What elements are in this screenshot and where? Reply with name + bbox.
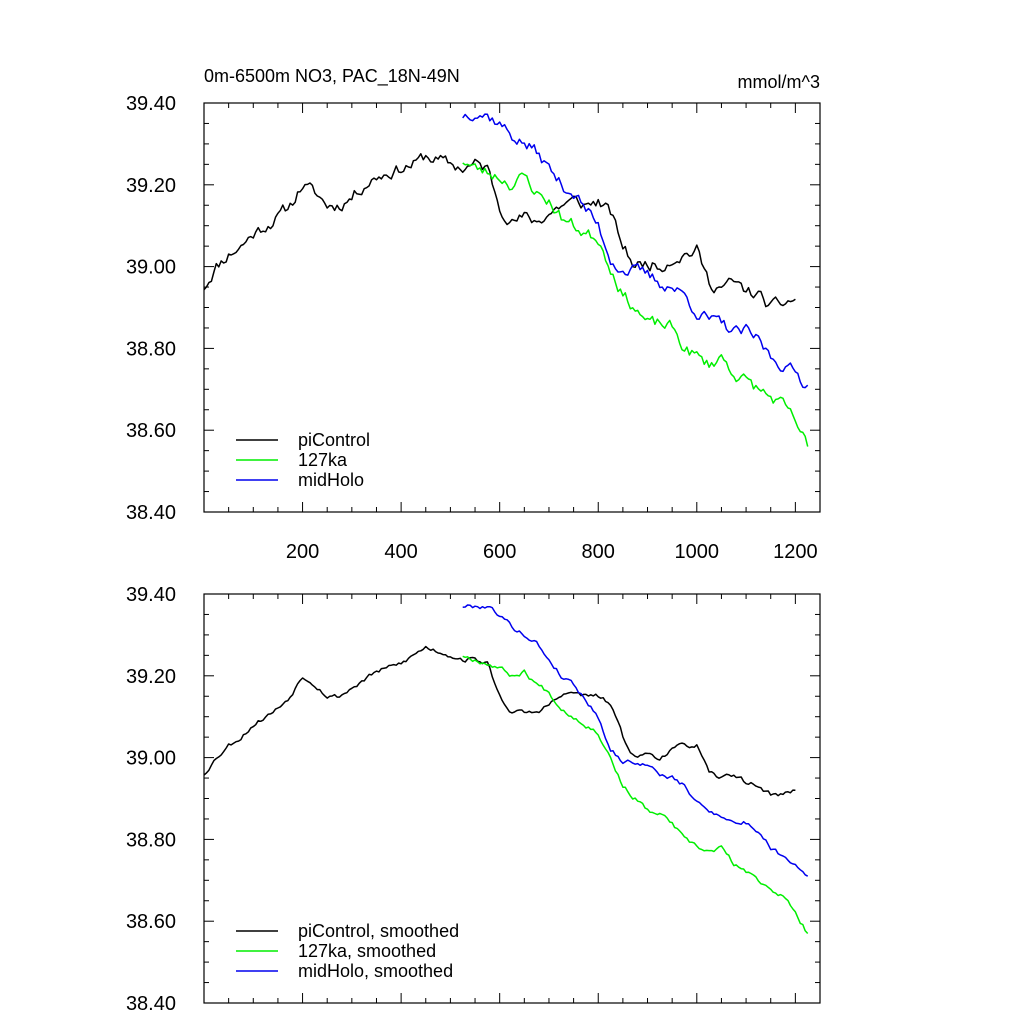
legend-label: 127ka, smoothed	[298, 941, 436, 961]
series-line-midholo	[462, 113, 809, 389]
y-tick-label: 39.40	[126, 584, 176, 606]
legend-label: piControl, smoothed	[298, 921, 459, 941]
chart-title: 0m-6500m NO3, PAC_18N-49N	[204, 66, 460, 87]
series-line-127ka	[462, 162, 809, 447]
x-tick-label: 400	[384, 541, 417, 563]
bottom-panel: 38.40 38.60 38.80 39.00 39.20 39.40 piControl,…	[126, 584, 821, 1015]
y-tick-label: 38.40	[126, 502, 176, 524]
y-tick-label: 38.40	[126, 993, 176, 1015]
top-panel: 38.40 38.60 38.80 39.00 39.20 39.40 200 400 600 8…	[126, 93, 821, 563]
y-tick-label: 39.00	[126, 748, 176, 770]
y-tick-label: 38.80	[126, 338, 176, 360]
series-line-127ka	[462, 655, 809, 935]
x-tick-label: 600	[483, 541, 516, 563]
y-tick-label: 39.40	[126, 93, 176, 115]
units-label: mmol/m^3	[738, 72, 820, 92]
x-tick-label: 800	[582, 541, 615, 563]
x-tick-label: 1000	[675, 541, 720, 563]
x-tick-label: 200	[286, 541, 319, 563]
y-tick-label: 38.80	[126, 829, 176, 851]
legend-label: 127ka	[298, 450, 348, 470]
plot-frame	[203, 593, 821, 1004]
x-tick-label: 1200	[773, 541, 818, 563]
plot-frame	[203, 102, 821, 513]
legend-label: midHolo, smoothed	[298, 961, 453, 981]
series-line-picontrol	[203, 645, 796, 797]
legend-label: midHolo	[298, 470, 364, 490]
y-tick-label: 39.00	[126, 257, 176, 279]
y-tick-label: 39.20	[126, 666, 176, 688]
series-line-picontrol	[203, 153, 796, 308]
y-tick-label: 38.60	[126, 420, 176, 442]
y-tick-label: 38.60	[126, 911, 176, 933]
legend-label: piControl	[298, 430, 370, 450]
y-tick-label: 39.20	[126, 175, 176, 197]
series-line-midholo	[462, 604, 809, 877]
